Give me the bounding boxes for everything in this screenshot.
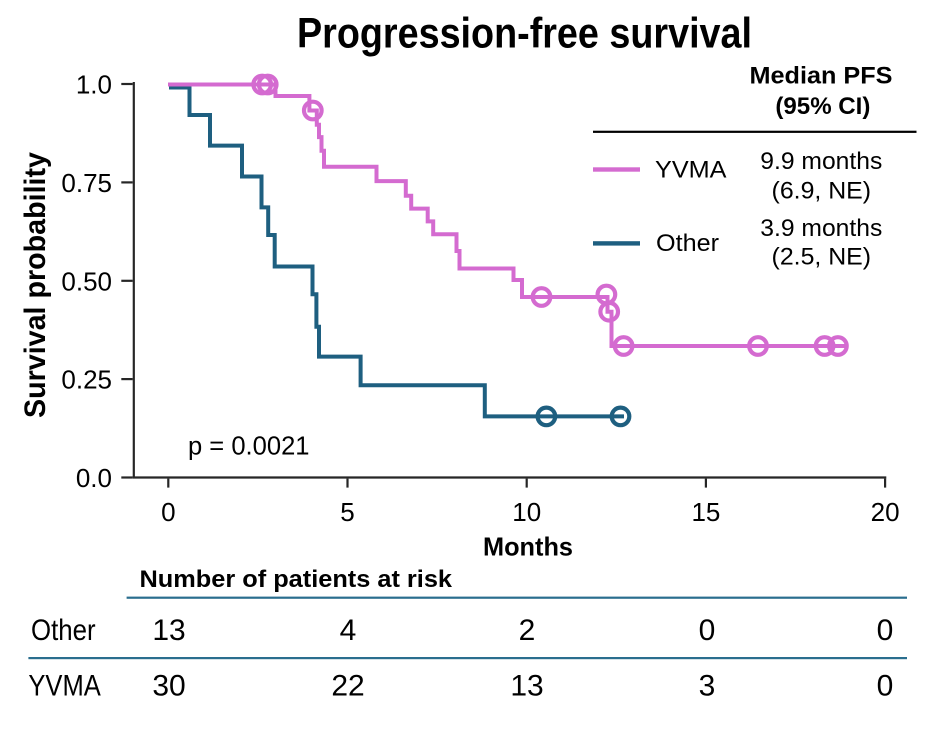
- svg-text:3.9 months: 3.9 months: [760, 215, 882, 242]
- svg-text:0: 0: [877, 670, 894, 703]
- svg-text:0: 0: [877, 614, 894, 647]
- svg-text:10: 10: [512, 497, 541, 527]
- svg-text:(6.9, NE): (6.9, NE): [772, 177, 872, 204]
- svg-text:Other: Other: [31, 614, 96, 647]
- svg-text:(2.5, NE): (2.5, NE): [772, 243, 872, 270]
- svg-text:(95% CI): (95% CI): [775, 93, 870, 120]
- svg-text:0.25: 0.25: [61, 365, 112, 395]
- svg-text:Other: Other: [656, 230, 719, 257]
- svg-text:0: 0: [699, 614, 716, 647]
- svg-text:0.0: 0.0: [76, 463, 112, 493]
- svg-text:0.75: 0.75: [61, 168, 112, 198]
- svg-text:22: 22: [331, 670, 364, 703]
- svg-text:Survival probability: Survival probability: [19, 152, 52, 418]
- svg-text:5: 5: [340, 497, 354, 527]
- svg-text:15: 15: [691, 497, 720, 527]
- svg-text:13: 13: [152, 614, 185, 647]
- svg-text:YVMA: YVMA: [655, 157, 727, 184]
- svg-text:0.50: 0.50: [61, 266, 112, 296]
- svg-text:20: 20: [871, 497, 900, 527]
- svg-text:0: 0: [161, 497, 175, 527]
- svg-text:p = 0.0021: p = 0.0021: [188, 431, 310, 461]
- svg-text:4: 4: [340, 614, 357, 647]
- svg-text:13: 13: [510, 670, 543, 703]
- svg-text:Number of patients at risk: Number of patients at risk: [140, 566, 453, 593]
- svg-text:Progression-free survival: Progression-free survival: [297, 9, 752, 57]
- svg-text:Months: Months: [483, 532, 573, 562]
- svg-text:1.0: 1.0: [76, 70, 112, 100]
- svg-text:Median PFS: Median PFS: [750, 63, 893, 90]
- svg-text:30: 30: [152, 670, 185, 703]
- svg-text:YVMA: YVMA: [28, 670, 100, 703]
- svg-text:3: 3: [699, 670, 716, 703]
- svg-text:2: 2: [519, 614, 536, 647]
- svg-text:9.9 months: 9.9 months: [760, 148, 882, 175]
